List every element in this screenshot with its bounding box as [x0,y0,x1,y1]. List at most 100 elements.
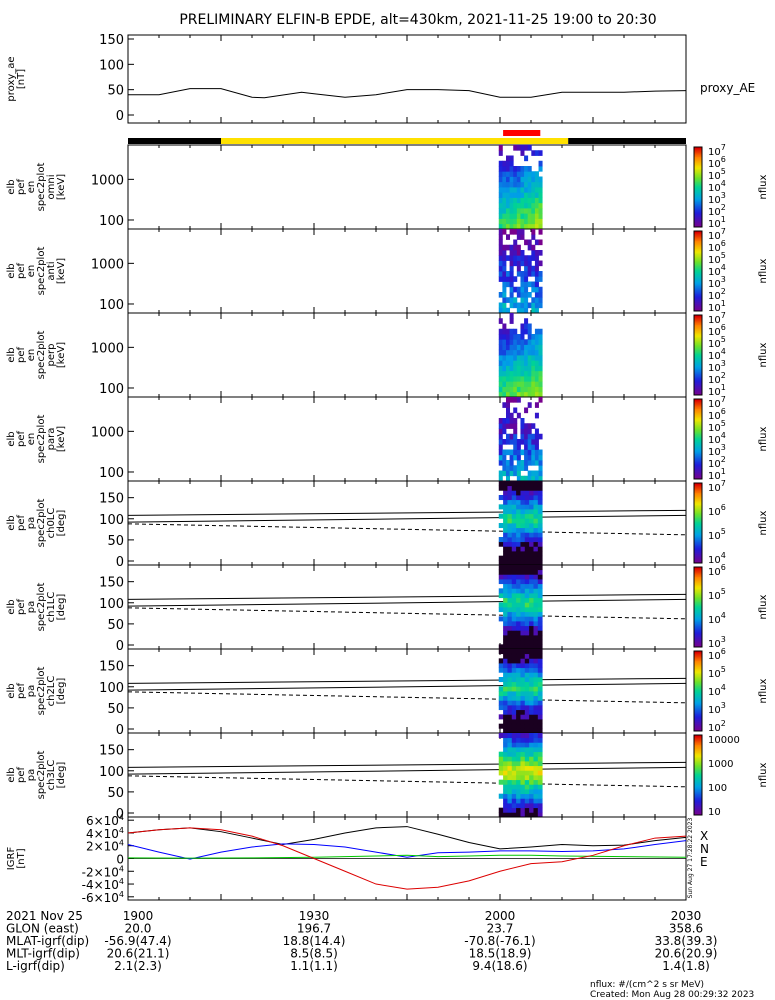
spectrogram-cell [520,649,526,655]
spectrogram-cell [498,723,504,729]
spectrogram-cell [498,423,503,429]
colorbar-cell [694,365,702,368]
spectrogram-cell [509,391,514,398]
spectrogram-cell [509,181,514,188]
spectrogram-cell [509,386,514,393]
spectrogram-cell [538,355,543,361]
colorbar-cell [694,232,702,235]
pitch-angle-ylabel: pef [16,599,27,616]
spectrogram-cell [531,460,536,466]
spectrogram-cell [507,639,513,645]
colorbar-cell [694,596,702,599]
colorbar-cell [694,776,702,779]
spectrogram-cell [511,756,517,762]
loss-cone-line [127,509,687,516]
spectrogram-cell [537,793,543,799]
spectrogram-cell [511,574,517,580]
spectrogram-cell [529,667,534,673]
colorbar-tick: 103 [708,635,726,650]
colorbar-frame [693,482,703,564]
spectrogram-cell [524,381,529,387]
colorbar-cell [694,660,702,663]
proxy-ae-ylabel: proxy_ae [6,56,17,101]
spectrogram-cell [503,728,508,734]
spectrogram-cell [503,551,508,557]
spectrogram-cell [503,569,508,575]
colorbar-cell [694,344,702,347]
spectrogram-cell [507,513,513,519]
colorbar-tick: 102 [708,719,726,734]
spectrogram-cell [520,630,526,636]
colorbar-cell [694,235,702,237]
spectrogram-cell [520,644,526,650]
spectrogram-cell [524,213,529,219]
spectrogram-cell [513,213,518,219]
colorbar-cell [694,201,702,204]
spectrogram-cell [520,323,525,330]
colorbar-cell [694,528,702,531]
colorbar-cell [694,296,702,299]
colorbar-cell [694,199,702,201]
colorbar-cell [694,192,702,195]
colorbar-cell [694,573,702,576]
colorbar-cell [694,655,702,657]
spectrogram-cell [505,328,511,335]
colorbar-cell [694,467,702,469]
spectrogram-cell [511,537,517,543]
colorbar-cell [694,359,702,361]
spectrogram-cell [529,663,534,669]
spectrogram-cell [520,742,526,748]
spectrogram-cell [520,695,526,701]
colorbar-tick: 106 [708,155,726,170]
colorbar-cell [694,559,702,561]
spectrogram-cell [520,229,525,235]
colorbar-cell [694,333,702,336]
colorbar-tick: 101 [708,299,726,314]
colorbar-cell [694,635,702,637]
spectrogram-cell [509,281,514,288]
spectrogram-cell [537,527,543,533]
spectrogram-cell [503,490,508,496]
spectrogram-cell [511,798,517,804]
spectrogram-cell [533,807,539,813]
colorbar-cell [694,745,702,748]
spectrogram-cell [505,376,511,382]
spectrogram-cell [498,649,504,655]
spectrogram-cell [534,344,539,351]
colorbar-cell [694,213,702,216]
colorbar-cell [694,439,702,441]
colorbar-cell [694,624,702,627]
spectrogram-cell [516,691,521,697]
spectrogram-cell [505,439,511,445]
colorbar-cell [694,159,702,161]
spectrogram-cell [502,360,507,366]
spectrogram-cell [538,229,543,235]
colorbar-cell [694,303,702,305]
spectrogram-cell [503,719,508,725]
spectrogram-cell [516,635,521,641]
spectrogram-cell [503,523,508,529]
colorbar-cell [694,419,702,421]
colorbar-cell [694,237,702,240]
spectrogram-cell [524,527,530,533]
spectrogram-cell [498,360,503,366]
spectrogram-cell [498,658,504,664]
spectrogram-cell [509,202,514,209]
spectrogram-cell [507,597,513,603]
colorbar-cell [694,785,702,788]
colorbar-cell [694,272,702,275]
spectrogram-cell [537,737,543,743]
spectrogram-cell [524,667,530,673]
spectrogram-cell [511,751,517,757]
spectrogram-cell [531,250,536,256]
colorbar-tick: 107 [708,143,726,158]
spectrogram-cell [537,481,543,487]
y-tick-label: 150 [99,744,124,759]
spectrogram-cell [498,779,504,785]
colorbar-cell [694,512,702,515]
spectrogram-cell [507,630,513,636]
spectrogram-cell [531,370,536,377]
y-tick-label: 1000 [91,173,124,188]
energy-spectrogram-ylabel: omni [46,175,57,200]
spectrogram-cell [516,588,521,594]
